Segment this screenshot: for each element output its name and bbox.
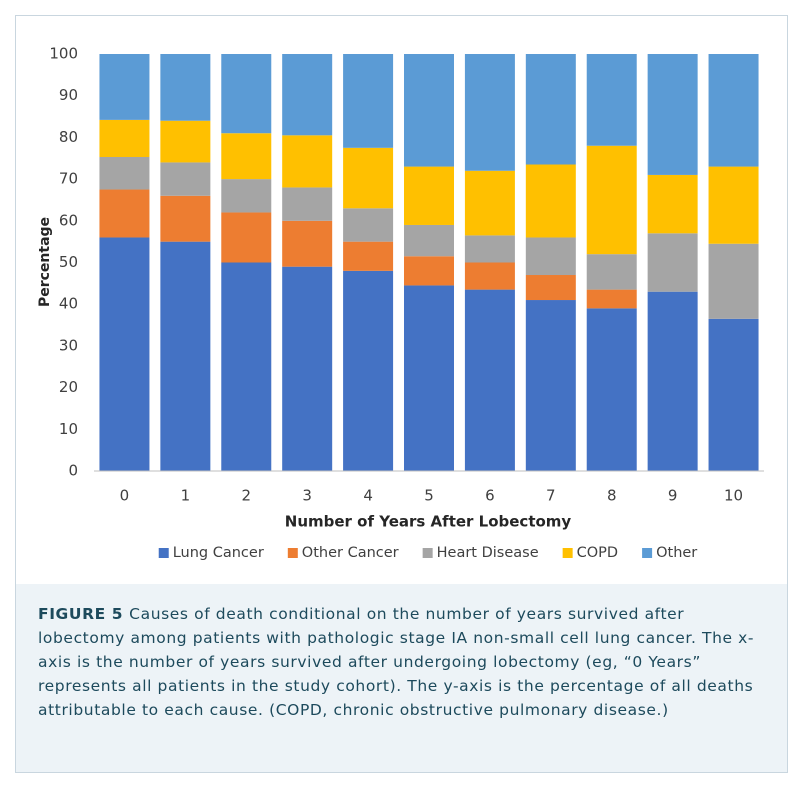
bar-segment — [525, 164, 576, 238]
legend-label: Other Cancer — [302, 545, 399, 561]
bar-segment — [586, 254, 637, 290]
bar-segment — [404, 166, 454, 225]
legend-swatch — [287, 548, 298, 558]
bar-segment — [464, 235, 515, 263]
bar-segment — [525, 275, 576, 301]
bar-segment — [525, 237, 576, 276]
bar-segment — [404, 256, 454, 286]
bar-segment — [708, 166, 759, 244]
bar-segment — [343, 270, 394, 471]
bar-segment — [221, 179, 272, 213]
x-tick-label: 2 — [241, 487, 251, 505]
bar-segment — [160, 54, 211, 121]
bar-segment — [160, 241, 211, 471]
legend-swatch — [642, 548, 653, 558]
bar-segment — [282, 135, 333, 188]
bar-segment — [464, 289, 515, 471]
y-tick-label: 20 — [59, 378, 78, 396]
bar-segment — [708, 318, 759, 471]
bar-segment — [343, 208, 394, 242]
legend-label: COPD — [577, 545, 618, 561]
x-axis-title: Number of Years After Lobectomy — [285, 513, 572, 531]
bar-segment — [404, 285, 454, 471]
bar-segment — [160, 120, 211, 163]
bar-segment — [221, 212, 272, 263]
bar-segment — [525, 54, 576, 165]
bar-segment — [525, 300, 576, 471]
bar-segment — [647, 174, 698, 234]
bar-segment — [282, 187, 333, 221]
y-tick-label: 80 — [59, 128, 78, 146]
x-tick-label: 5 — [424, 487, 434, 505]
bar-segment — [160, 162, 211, 196]
legend-swatch — [158, 548, 169, 558]
y-axis-title: Percentage — [37, 217, 53, 307]
bar-segment — [343, 54, 394, 148]
bar-segment — [99, 189, 150, 238]
bar-segment — [282, 54, 333, 136]
bar-segment — [221, 54, 272, 134]
bar-segment — [343, 241, 394, 271]
bar-segment — [647, 54, 698, 175]
x-tick-label: 7 — [546, 487, 556, 505]
y-tick-label: 40 — [59, 295, 78, 313]
legend-swatch — [562, 548, 573, 558]
legend-label: Heart Disease — [437, 545, 539, 561]
bar-segment — [282, 266, 333, 471]
bar-segment — [99, 54, 150, 120]
bar-segment — [708, 54, 759, 167]
bar-segment — [343, 147, 394, 209]
bar-segment — [99, 237, 150, 471]
x-tick-label: 6 — [485, 487, 495, 505]
y-tick-label: 50 — [59, 253, 78, 271]
caption-label: FIGURE 5 — [38, 605, 124, 623]
legend-swatch — [422, 548, 433, 558]
bar-segment — [647, 291, 698, 471]
x-tick-label: 9 — [668, 487, 678, 505]
legend-label: Other — [656, 545, 697, 561]
bar-segment — [221, 133, 272, 180]
bar-segment — [99, 119, 150, 157]
bar-segment — [221, 262, 272, 471]
bar-segment — [404, 54, 454, 167]
x-tick-label: 3 — [302, 487, 312, 505]
x-tick-label: 4 — [363, 487, 373, 505]
bar-segment — [586, 308, 637, 471]
x-tick-label: 0 — [120, 487, 130, 505]
bar-segment — [464, 54, 515, 171]
chart: Percentage Number of Years After Lobecto… — [37, 45, 764, 561]
y-tick-label: 90 — [59, 86, 78, 104]
y-tick-label: 30 — [59, 336, 78, 354]
bar-segment — [404, 224, 454, 257]
caption: FIGURE 5 Causes of death conditional on t… — [16, 584, 787, 772]
y-tick-label: 10 — [59, 420, 78, 438]
bar-segment — [99, 156, 150, 190]
figure-frame — [15, 15, 788, 773]
x-tick-label: 8 — [607, 487, 617, 505]
y-tick-label: 60 — [59, 211, 78, 229]
legend-label: Lung Cancer — [173, 545, 264, 561]
x-tick-label: 1 — [181, 487, 191, 505]
bar-segment — [282, 220, 333, 267]
bar-segment — [586, 289, 637, 309]
y-tick-label: 70 — [59, 170, 78, 188]
bar-segment — [586, 145, 637, 255]
y-tick-label: 0 — [68, 462, 78, 480]
caption-text: Causes of death conditional on the numbe… — [38, 605, 755, 719]
bar-segment — [160, 195, 211, 242]
bar-segment — [464, 170, 515, 236]
bar-segment — [586, 54, 637, 146]
x-tick-label: 10 — [724, 487, 743, 505]
bar-segment — [647, 233, 698, 292]
bar-segment — [464, 262, 515, 290]
bar-segment — [708, 243, 759, 319]
y-tick-label: 100 — [49, 45, 78, 63]
